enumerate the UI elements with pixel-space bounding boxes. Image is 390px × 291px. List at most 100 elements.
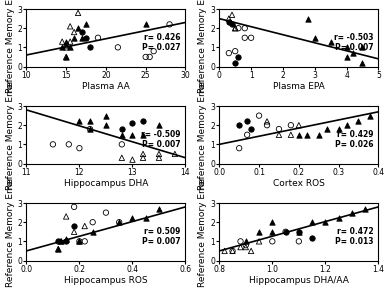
Point — [76, 146, 83, 150]
Point — [71, 30, 77, 34]
Point — [58, 239, 64, 244]
Point — [147, 55, 153, 59]
Point — [244, 132, 250, 137]
Point — [367, 113, 374, 118]
Point — [305, 16, 312, 21]
Point — [269, 229, 275, 234]
Point — [232, 26, 238, 31]
Point — [140, 155, 146, 160]
Point — [63, 214, 69, 219]
Point — [75, 26, 81, 31]
Point — [55, 247, 61, 251]
Point — [63, 45, 69, 50]
Text: r= 0.426
P= 0.027: r= 0.426 P= 0.027 — [142, 33, 181, 52]
Point — [304, 132, 310, 137]
Point — [119, 127, 125, 131]
Point — [119, 142, 125, 147]
Y-axis label: Reference Memory Error: Reference Memory Error — [199, 80, 207, 190]
Point — [296, 239, 302, 244]
Point — [87, 119, 93, 124]
Point — [76, 119, 83, 124]
Point — [229, 13, 235, 17]
Point — [282, 229, 289, 234]
Point — [316, 132, 322, 137]
Text: r= -0.509
P= 0.007: r= -0.509 P= 0.007 — [141, 130, 181, 149]
Point — [229, 249, 236, 253]
Point — [355, 119, 362, 124]
Point — [82, 239, 88, 244]
Point — [235, 26, 241, 31]
Point — [90, 220, 96, 225]
Point — [349, 210, 355, 215]
Point — [282, 229, 289, 234]
Point — [362, 207, 368, 211]
Point — [359, 45, 365, 50]
Point — [359, 60, 365, 65]
Point — [63, 55, 69, 59]
Point — [238, 245, 244, 249]
Point — [151, 49, 157, 54]
Point — [235, 55, 241, 59]
Point — [236, 146, 242, 150]
Point — [90, 229, 96, 234]
Point — [238, 239, 244, 244]
Point — [296, 123, 302, 127]
Point — [296, 229, 302, 234]
Point — [143, 216, 149, 221]
Point — [63, 43, 69, 48]
Point — [116, 220, 122, 225]
Point — [269, 220, 275, 225]
X-axis label: Cortex ROS: Cortex ROS — [273, 180, 325, 189]
X-axis label: Hippocampus DHA/AA: Hippocampus DHA/AA — [249, 276, 349, 285]
Point — [82, 224, 88, 228]
Point — [59, 39, 65, 44]
Point — [256, 229, 262, 234]
Point — [143, 55, 149, 59]
Point — [129, 132, 136, 137]
Point — [312, 36, 318, 40]
Point — [167, 22, 173, 27]
Point — [143, 22, 149, 27]
Point — [83, 22, 89, 27]
Y-axis label: Reference Memory Error: Reference Memory Error — [199, 0, 207, 93]
Point — [344, 123, 350, 127]
Point — [156, 123, 162, 127]
Point — [344, 55, 350, 59]
Point — [269, 239, 275, 244]
Point — [119, 155, 125, 160]
Point — [63, 237, 69, 242]
Point — [244, 119, 250, 124]
Point — [103, 123, 109, 127]
Point — [322, 220, 328, 225]
Point — [243, 243, 249, 248]
Point — [276, 132, 282, 137]
Point — [115, 45, 121, 50]
Point — [232, 26, 238, 31]
Point — [59, 45, 65, 50]
Point — [243, 245, 249, 249]
Point — [335, 216, 342, 221]
Point — [66, 142, 72, 147]
Text: r= -0.503
P= 0.007: r= -0.503 P= 0.007 — [334, 33, 374, 52]
Point — [256, 113, 262, 118]
Point — [76, 239, 83, 244]
Point — [232, 60, 238, 65]
Point — [309, 235, 315, 240]
Point — [232, 49, 238, 54]
Point — [75, 10, 81, 15]
Point — [67, 24, 73, 29]
Point — [71, 229, 77, 234]
Point — [63, 55, 69, 59]
Point — [264, 119, 270, 124]
Text: r= 0.472
P= 0.013: r= 0.472 P= 0.013 — [335, 227, 374, 246]
X-axis label: Plasma EPA: Plasma EPA — [273, 82, 325, 91]
Point — [103, 113, 109, 118]
Point — [350, 51, 356, 55]
Point — [76, 239, 83, 244]
Point — [71, 205, 77, 209]
Text: r= 0.509
P= 0.007: r= 0.509 P= 0.007 — [142, 227, 181, 246]
Point — [140, 132, 146, 137]
Point — [50, 142, 56, 147]
Point — [71, 224, 77, 228]
Point — [119, 132, 125, 137]
